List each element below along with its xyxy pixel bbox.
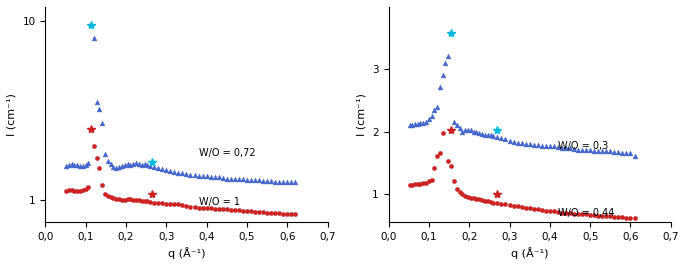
Y-axis label: I (cm⁻¹): I (cm⁻¹) — [7, 93, 17, 136]
Text: W/O = 1: W/O = 1 — [198, 197, 239, 207]
Text: W/O = 0,72: W/O = 0,72 — [198, 148, 255, 158]
Text: W/O = 0,44: W/O = 0,44 — [558, 208, 614, 218]
X-axis label: q (Å⁻¹): q (Å⁻¹) — [167, 247, 205, 259]
Text: W/O = 0,3: W/O = 0,3 — [558, 141, 608, 151]
Y-axis label: I (cm⁻¹): I (cm⁻¹) — [357, 93, 366, 136]
X-axis label: q (Å⁻¹): q (Å⁻¹) — [511, 247, 548, 259]
